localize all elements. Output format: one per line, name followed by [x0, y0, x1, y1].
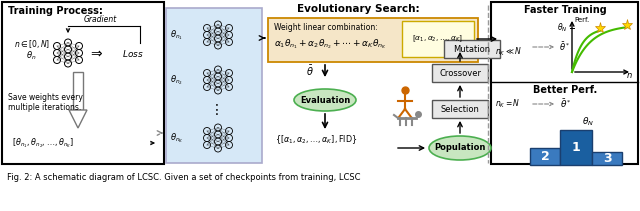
Text: Fig. 2: A schematic diagram of LCSC. Given a set of checkpoints from training, L: Fig. 2: A schematic diagram of LCSC. Giv… — [7, 173, 360, 183]
Bar — [402, 21, 474, 57]
Text: $\Rightarrow$: $\Rightarrow$ — [88, 46, 104, 60]
Bar — [432, 64, 488, 82]
Text: Faster Training: Faster Training — [524, 5, 606, 15]
Text: $n$: $n$ — [626, 70, 632, 80]
Text: $\theta_{n_1}$: $\theta_{n_1}$ — [170, 28, 183, 42]
Text: $\bar{\theta}^*$: $\bar{\theta}^*$ — [559, 41, 570, 53]
Text: 2: 2 — [541, 150, 549, 163]
Bar — [2, 2, 164, 164]
Bar — [592, 152, 622, 165]
Text: $\theta_{n_K}$: $\theta_{n_K}$ — [170, 131, 184, 145]
Text: Gradient: Gradient — [83, 15, 116, 23]
Text: $\vdots$: $\vdots$ — [209, 101, 219, 116]
Text: $\theta_N$: $\theta_N$ — [557, 22, 568, 34]
Text: 1: 1 — [572, 141, 580, 154]
Text: $[\alpha_1,\alpha_2,\ldots,\alpha_K]$: $[\alpha_1,\alpha_2,\ldots,\alpha_K]$ — [412, 34, 463, 44]
Text: Better Perf.: Better Perf. — [533, 85, 597, 95]
Text: $\bar{\theta}$: $\bar{\theta}$ — [306, 64, 314, 78]
Text: Save weights every: Save weights every — [8, 92, 83, 101]
Text: Perf.: Perf. — [574, 17, 589, 23]
Bar — [444, 40, 500, 58]
Text: 3: 3 — [603, 152, 611, 165]
Text: Mutation: Mutation — [453, 45, 491, 54]
Bar — [530, 148, 560, 165]
Bar — [491, 2, 638, 164]
Text: $\alpha_1\theta_{n_1}+\alpha_2\theta_{n_2}+\cdots+\alpha_K\theta_{n_K}$: $\alpha_1\theta_{n_1}+\alpha_2\theta_{n_… — [274, 37, 387, 51]
Text: Training Process:: Training Process: — [8, 6, 103, 16]
Ellipse shape — [429, 136, 491, 160]
Text: $n_K=N$: $n_K=N$ — [495, 98, 520, 110]
Ellipse shape — [294, 89, 356, 111]
Text: $[\theta_{n_1},\theta_{n_2},\ldots,\theta_{n_K}]$: $[\theta_{n_1},\theta_{n_2},\ldots,\thet… — [12, 136, 74, 150]
Text: $\theta_{n_2}$: $\theta_{n_2}$ — [170, 73, 183, 87]
Text: $\theta_N$: $\theta_N$ — [582, 116, 594, 128]
Text: Weight linear combination:: Weight linear combination: — [274, 23, 378, 31]
Text: Crossover: Crossover — [439, 69, 481, 77]
Text: multiple iterations.: multiple iterations. — [8, 103, 81, 111]
Polygon shape — [69, 110, 87, 128]
Text: $\{[\alpha_1,\alpha_2,\ldots,\alpha_K],\mathrm{FID}\}$: $\{[\alpha_1,\alpha_2,\ldots,\alpha_K],\… — [275, 134, 357, 146]
Bar — [560, 130, 592, 165]
Text: Evolutionary Search:: Evolutionary Search: — [297, 4, 419, 14]
Bar — [73, 72, 83, 110]
Text: $\bar{\theta}^*$: $\bar{\theta}^*$ — [560, 97, 572, 110]
Text: Selection: Selection — [440, 104, 479, 114]
Text: $n\in[0,N]$: $n\in[0,N]$ — [14, 38, 50, 50]
Text: $n_K\ll N$: $n_K\ll N$ — [495, 46, 522, 58]
Bar — [268, 18, 478, 62]
Text: Evaluation: Evaluation — [300, 96, 350, 104]
Text: $Loss$: $Loss$ — [122, 47, 144, 58]
Text: Population: Population — [435, 143, 486, 153]
Bar — [432, 100, 488, 118]
Text: $\theta_n$: $\theta_n$ — [26, 50, 36, 62]
Bar — [166, 8, 262, 163]
